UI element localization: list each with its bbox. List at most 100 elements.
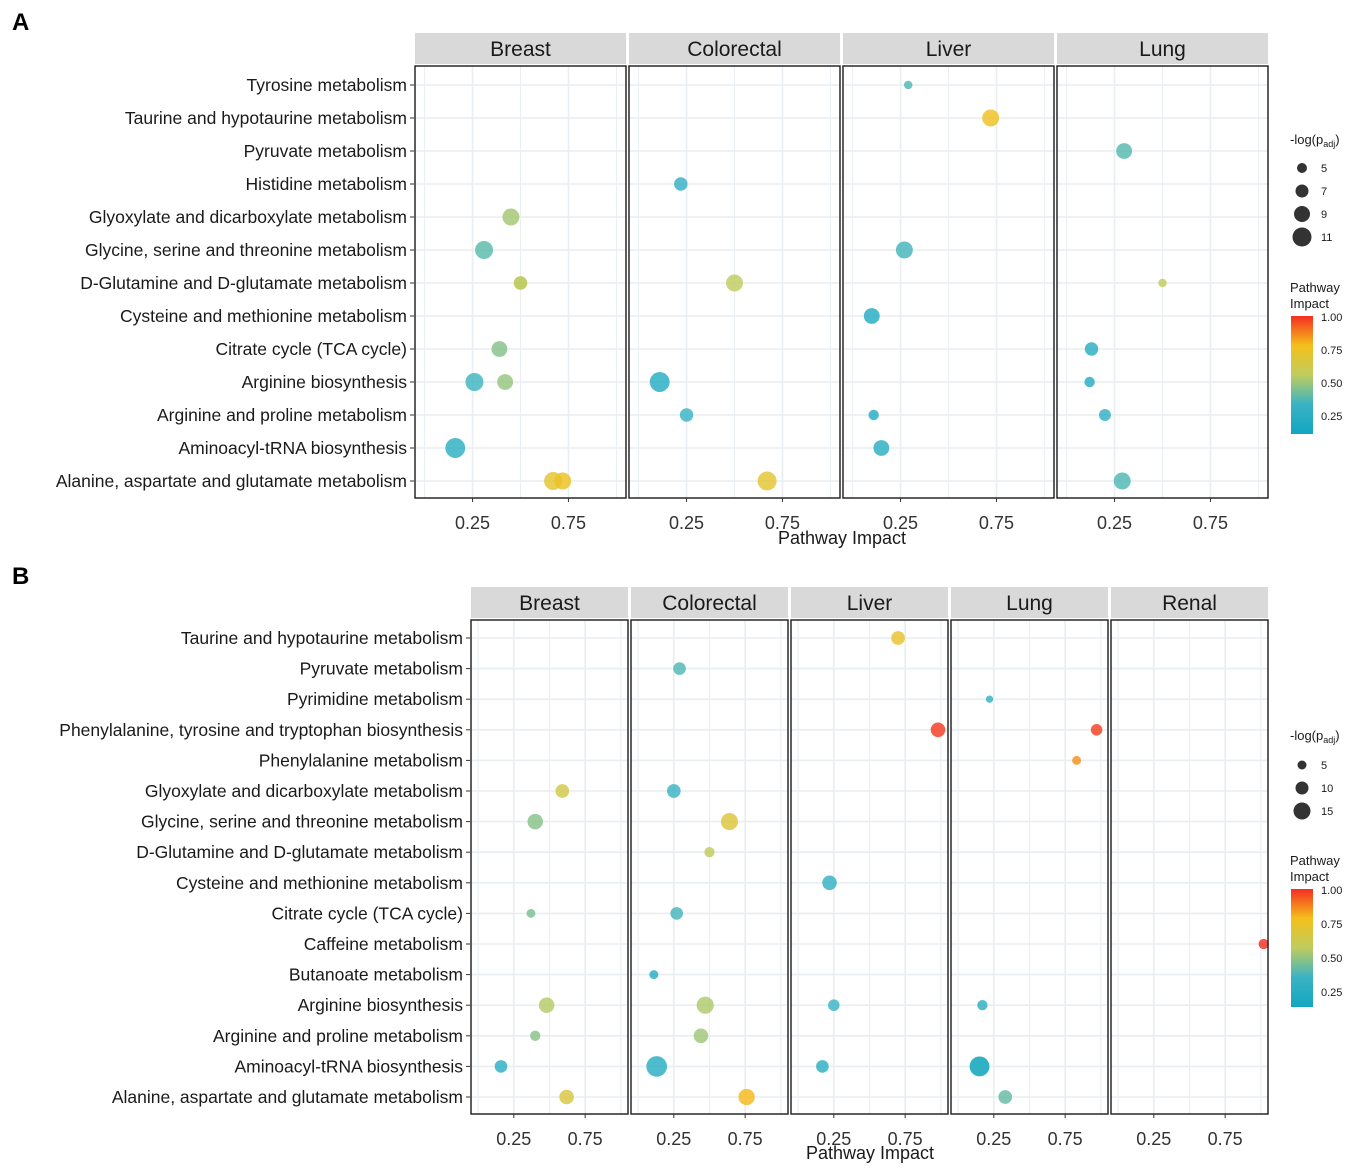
y-axis-labels: Tyrosine metabolism Taurine and hypotauri…	[56, 75, 414, 491]
data-point	[1116, 143, 1133, 159]
x-tick-label: 0.75	[551, 513, 586, 533]
data-point	[559, 1089, 574, 1105]
y-category-label: Glycine, serine and threonine metabolism	[141, 812, 463, 832]
x-tick-label: 0.75	[1193, 513, 1228, 533]
data-point	[704, 847, 715, 858]
y-category-label: Citrate cycle (TCA cycle)	[271, 903, 463, 923]
panel-border	[628, 65, 841, 499]
y-category-label: Tyrosine metabolism	[247, 75, 407, 95]
x-tick-label: 0.25	[496, 1129, 531, 1149]
panel-border	[790, 619, 949, 1115]
data-point	[465, 373, 484, 391]
x-tick-label: 0.75	[765, 513, 800, 533]
facet-4: Renal	[1111, 587, 1268, 618]
size-legend: -log(padj) 5 7 9 11	[1290, 132, 1340, 247]
size-legend-item-2: 9	[1294, 206, 1327, 222]
facet-label: Lung	[1139, 38, 1186, 61]
y-category-label: Taurine and hypotaurine metabolism	[125, 108, 407, 128]
data-point	[475, 241, 494, 259]
y-category-label: Alanine, aspartate and glutamate metabol…	[112, 1087, 463, 1107]
grid-lines	[471, 620, 1268, 1114]
panel-label: A	[12, 9, 29, 36]
facet-label: Colorectal	[662, 592, 757, 615]
facet-label: Liver	[847, 592, 893, 615]
y-category-label: Glyoxylate and dicarboxylate metabolism	[145, 781, 463, 801]
data-point	[977, 1000, 988, 1011]
x-tick-label: 0.25	[883, 513, 918, 533]
color-legend-label: 1.00	[1321, 312, 1342, 324]
color-legend-label: 0.75	[1321, 919, 1342, 931]
y-category-label: Aminoacyl-tRNA biosynthesis	[234, 1056, 463, 1076]
panel-border	[950, 619, 1109, 1115]
color-legend-title: Pathway	[1290, 280, 1340, 295]
legend-size-dot	[1295, 781, 1309, 795]
y-category-label: D-Glutamine and D-glutamate metabolism	[80, 273, 407, 293]
x-axis-label: Pathway Impact	[806, 1143, 934, 1163]
data-point	[513, 276, 528, 290]
size-legend-item-1: 7	[1295, 184, 1327, 198]
panel-border	[1110, 619, 1269, 1115]
color-legend-label: 0.25	[1321, 411, 1342, 423]
data-point	[526, 908, 536, 918]
color-legend-label: 0.25	[1321, 987, 1342, 999]
legend-size-label: 5	[1321, 760, 1327, 772]
y-axis-labels: Taurine and hypotaurine metabolism Pyruva…	[59, 628, 470, 1107]
panel-borders	[414, 65, 1269, 499]
data-point	[868, 409, 879, 421]
size-legend-title: -log(padj)	[1290, 132, 1340, 149]
legend-size-dot	[1294, 206, 1310, 222]
data-point	[666, 784, 681, 798]
data-point	[1084, 342, 1099, 356]
color-legend-title: Impact	[1290, 869, 1329, 884]
color-legend: Pathway Impact 1.00 0.75 0.50 0.25	[1290, 853, 1342, 1007]
data-point	[673, 662, 686, 675]
data-point	[491, 341, 508, 357]
size-legend-item-0: 5	[1297, 163, 1327, 175]
x-tick-label: 0.75	[728, 1129, 763, 1149]
x-tick-label: 0.25	[816, 1129, 851, 1149]
data-point	[828, 999, 840, 1011]
facet-2: Liver	[843, 33, 1054, 64]
data-point	[982, 109, 1000, 127]
y-category-label: D-Glutamine and D-glutamate metabolism	[136, 842, 463, 862]
data-point	[670, 907, 683, 920]
y-category-label: Taurine and hypotaurine metabolism	[181, 628, 463, 648]
legend-size-label: 5	[1321, 163, 1327, 175]
panel-border	[470, 619, 629, 1115]
data-point	[873, 440, 890, 456]
y-category-label: Cysteine and methionine metabolism	[176, 873, 463, 893]
facet-0: Breast	[415, 33, 626, 64]
legend-size-label: 7	[1321, 186, 1327, 198]
y-category-label: Pyruvate metabolism	[300, 659, 463, 679]
panel-b: B Breast Colorectal Liver Lung Renal	[12, 563, 1342, 1163]
x-tick-label: 0.25	[1136, 1129, 1171, 1149]
color-legend-label: 0.75	[1321, 345, 1342, 357]
color-bar	[1291, 316, 1313, 434]
legend-size-label: 11	[1321, 232, 1332, 244]
data-point	[891, 631, 905, 645]
panel-a: A Breast Colorectal Liver Lung Tyrosine …	[12, 9, 1342, 548]
data-point	[1072, 755, 1082, 765]
data-point	[649, 970, 659, 980]
panel-border	[414, 65, 627, 499]
facet-3: Lung	[951, 587, 1108, 618]
data-point	[930, 722, 946, 738]
data-point	[696, 996, 714, 1014]
data-point	[738, 1088, 755, 1106]
data-point	[530, 1030, 541, 1041]
x-tick-label: 0.75	[568, 1129, 603, 1149]
data-point	[555, 784, 570, 798]
x-tick-label: 0.25	[455, 513, 490, 533]
color-legend-label: 0.50	[1321, 953, 1342, 965]
data-point	[985, 695, 994, 703]
facet-label: Lung	[1006, 592, 1053, 615]
panel-border	[630, 619, 789, 1115]
x-tick-label: 0.75	[888, 1129, 923, 1149]
y-category-label: Citrate cycle (TCA cycle)	[215, 339, 407, 359]
size-legend: -log(padj) 5 10 15	[1290, 728, 1340, 820]
legend-size-dot	[1297, 163, 1307, 173]
x-axis-label: Pathway Impact	[778, 528, 906, 548]
color-legend: Pathway Impact 1.00 0.75 0.50 0.25	[1290, 280, 1342, 434]
panel-border	[1056, 65, 1269, 499]
x-tick-label: 0.25	[976, 1129, 1011, 1149]
